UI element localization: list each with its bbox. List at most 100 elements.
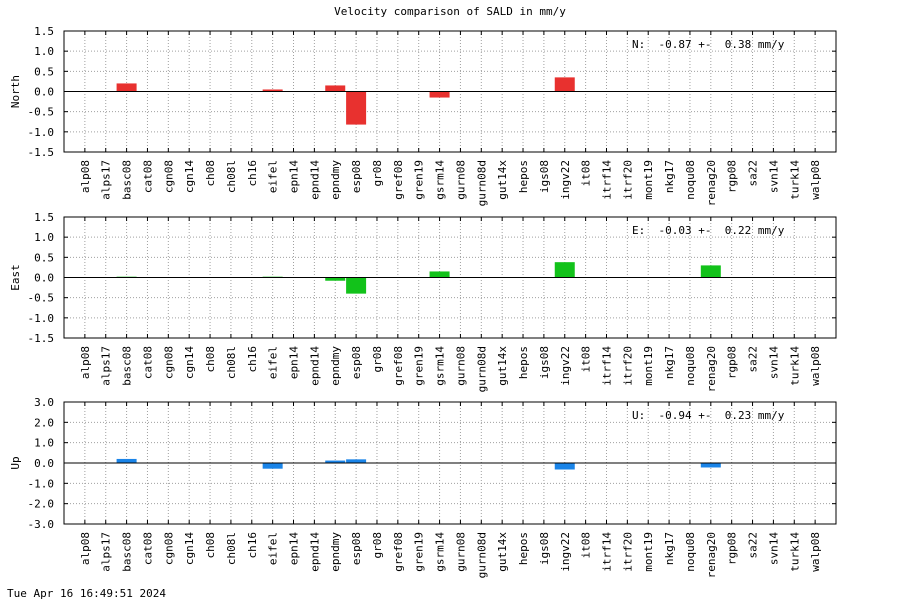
- x-tick-label: walp08: [809, 532, 822, 572]
- x-tick-label: ch08: [204, 160, 217, 187]
- y-tick-label: 1.0: [34, 437, 54, 450]
- x-tick-label: ch08: [204, 346, 217, 373]
- x-tick-label: epn14: [288, 346, 301, 379]
- x-tick-label: sa22: [747, 346, 760, 373]
- x-tick-label: epnd14: [308, 346, 321, 386]
- x-tick-label: svn14: [767, 160, 780, 193]
- x-tick-label: epn14: [288, 160, 301, 193]
- x-tick-label: cgn08: [162, 532, 175, 565]
- bar: [262, 89, 283, 92]
- y-tick-label: -1.0: [28, 312, 55, 325]
- x-tick-label: ch08l: [225, 160, 238, 193]
- x-tick-label: hepos: [517, 346, 530, 379]
- x-tick-label: gren19: [413, 346, 426, 386]
- x-tick-label: epnd14: [308, 160, 321, 200]
- x-tick-label: turk14: [788, 532, 801, 572]
- x-tick-label: it08: [580, 532, 593, 559]
- x-tick-label: ingv22: [559, 160, 572, 200]
- bar: [116, 83, 137, 92]
- y-tick-label: 1.5: [34, 25, 54, 38]
- x-tick-label: cgn14: [183, 532, 196, 565]
- x-tick-label: itrf14: [600, 346, 613, 386]
- x-tick-label: alps17: [100, 346, 113, 386]
- y-tick-label: -1.5: [28, 332, 55, 345]
- x-tick-label: itrf14: [600, 160, 613, 200]
- x-tick-label: gurn08: [454, 160, 467, 200]
- x-tick-label: esp08: [350, 346, 363, 379]
- y-tick-label: -0.5: [28, 106, 55, 119]
- x-tick-label: eifel: [267, 160, 280, 193]
- bar: [325, 85, 346, 92]
- x-tick-label: cgn08: [162, 160, 175, 193]
- annotation: U: -0.94 +- 0.23 mm/y: [632, 409, 785, 422]
- x-tick-label: rgp08: [726, 160, 739, 193]
- x-tick-label: ch16: [246, 346, 259, 373]
- x-tick-label: mont19: [642, 532, 655, 572]
- x-tick-label: svn14: [767, 532, 780, 565]
- x-tick-label: walp08: [809, 160, 822, 200]
- x-tick-label: rgp08: [726, 532, 739, 565]
- bar: [429, 91, 450, 98]
- bar: [429, 271, 450, 278]
- x-tick-label: basc08: [121, 160, 134, 200]
- y-tick-label: -3.0: [28, 518, 55, 531]
- x-tick-label: cgn14: [183, 346, 196, 379]
- x-tick-label: turk14: [788, 346, 801, 386]
- x-tick-label: eifel: [267, 346, 280, 379]
- x-tick-label: gr08: [371, 160, 384, 187]
- x-tick-label: gut14x: [496, 160, 509, 200]
- x-tick-label: hepos: [517, 532, 530, 565]
- y-axis-label: East: [9, 264, 22, 291]
- x-tick-label: gurn08d: [475, 160, 488, 206]
- x-tick-label: rgp08: [726, 346, 739, 379]
- x-tick-label: gurn08d: [475, 532, 488, 578]
- x-tick-label: sa22: [747, 160, 760, 187]
- x-tick-label: cgn14: [183, 160, 196, 193]
- x-tick-label: alp08: [79, 346, 92, 379]
- panel-up: 3.0 2.0 1.0 0.0 -1.0 -2.0 -3.0 alp08 alps17 basc0…: [9, 396, 837, 578]
- y-tick-label: -2.0: [28, 498, 55, 511]
- x-tick-label: alp08: [79, 160, 92, 193]
- x-tick-label: nkg17: [663, 346, 676, 379]
- y-tick-label: -1.0: [28, 477, 55, 490]
- x-tick-label: igs08: [538, 346, 551, 379]
- x-tick-label: it08: [580, 346, 593, 373]
- x-tick-label: itrf20: [621, 160, 634, 200]
- bar: [346, 91, 367, 125]
- x-tick-label: noqu08: [684, 346, 697, 386]
- y-tick-label: 0.0: [34, 272, 54, 285]
- plot-frame: [63, 30, 837, 153]
- x-tick-label: renag20: [705, 532, 718, 578]
- plot-frame: [63, 401, 837, 525]
- x-tick-label: esp08: [350, 160, 363, 193]
- timestamp: Tue Apr 16 16:49:51 2024: [7, 587, 166, 600]
- x-tick-label: noqu08: [684, 160, 697, 200]
- plot-frame: [63, 216, 837, 339]
- y-axis-label: Up: [9, 456, 22, 469]
- x-tick-label: itrf20: [621, 532, 634, 572]
- bar: [700, 265, 721, 278]
- x-tick-label: basc08: [121, 532, 134, 572]
- y-tick-label: 3.0: [34, 396, 54, 409]
- y-tick-label: 2.0: [34, 416, 54, 429]
- y-tick-label: 0.5: [34, 251, 54, 264]
- bar: [700, 463, 721, 468]
- y-tick-label: -1.0: [28, 126, 55, 139]
- x-tick-label: ch08l: [225, 346, 238, 379]
- y-tick-label: 1.5: [34, 211, 54, 224]
- x-tick-label: renag20: [705, 346, 718, 392]
- x-tick-label: gref08: [392, 160, 405, 200]
- x-tick-label: epnd14: [308, 532, 321, 572]
- x-tick-label: gsrm14: [434, 532, 447, 572]
- x-tick-label: cat08: [141, 160, 154, 193]
- x-tick-label: gren19: [413, 532, 426, 572]
- x-tick-label: gref08: [392, 346, 405, 386]
- x-tick-label: turk14: [788, 160, 801, 200]
- bar: [554, 77, 575, 92]
- y-tick-label: -1.5: [28, 146, 55, 159]
- x-tick-label: esp08: [350, 532, 363, 565]
- x-tick-label: hepos: [517, 160, 530, 193]
- x-tick-label: ingv22: [559, 346, 572, 386]
- x-tick-label: gut14x: [496, 346, 509, 386]
